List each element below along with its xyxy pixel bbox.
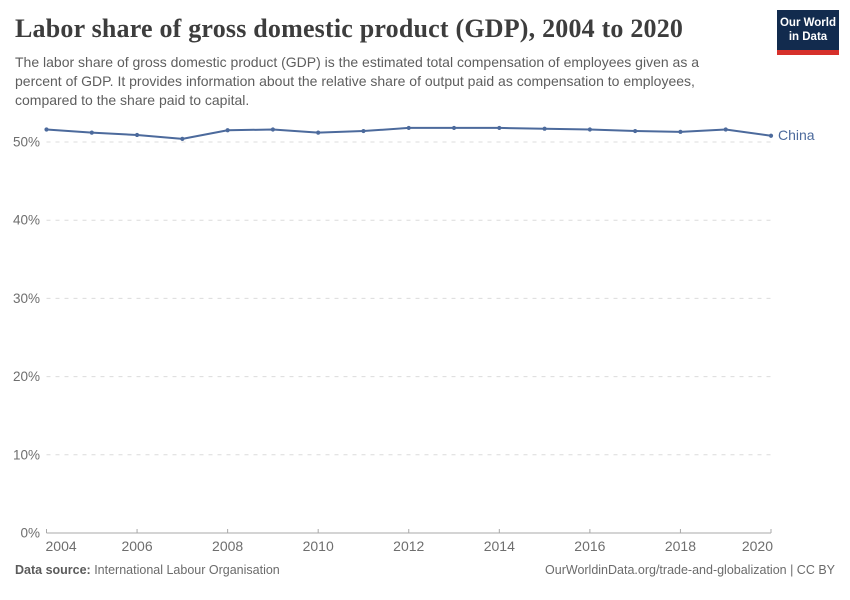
data-point bbox=[723, 127, 728, 132]
line-chart-svg: 0% 10% 20% 30% 40% 50% 2004 2006 2008 2010 2012 201… bbox=[13, 125, 815, 554]
data-point bbox=[270, 127, 276, 132]
owid-logo-box: Our World in Data bbox=[777, 10, 839, 50]
data-source-label: Data source: bbox=[15, 563, 91, 577]
data-point bbox=[678, 129, 683, 134]
x-axis-label: 2006 bbox=[121, 538, 152, 554]
data-point bbox=[451, 125, 457, 131]
data-point bbox=[497, 125, 502, 131]
x-axis-label: 2004 bbox=[46, 538, 77, 554]
y-axis-label: 50% bbox=[13, 135, 40, 150]
data-point bbox=[587, 127, 592, 132]
data-point bbox=[768, 133, 774, 138]
data-point bbox=[89, 130, 94, 135]
chart-subtitle: The labor share of gross domestic produc… bbox=[15, 53, 700, 109]
owid-logo: Our World in Data bbox=[777, 10, 839, 55]
x-axis-label: 2016 bbox=[574, 538, 605, 554]
x-axis-label: 2012 bbox=[393, 538, 424, 554]
data-point bbox=[316, 130, 321, 135]
x-axis-label: 2020 bbox=[742, 538, 773, 554]
chart-header: Labor share of gross domestic product (G… bbox=[15, 14, 755, 110]
data-point bbox=[44, 127, 49, 132]
owid-logo-stripe bbox=[777, 49, 839, 55]
chart-title: Labor share of gross domestic product (G… bbox=[15, 14, 684, 43]
data-point bbox=[180, 136, 185, 141]
y-axis-label: 10% bbox=[13, 447, 40, 462]
data-point bbox=[542, 126, 547, 131]
y-axis-label: 20% bbox=[13, 369, 40, 384]
x-axis-label: 2018 bbox=[665, 538, 696, 554]
owid-logo-line1: Our World bbox=[779, 17, 836, 29]
y-axis-label: 0% bbox=[20, 526, 40, 541]
footer-attribution: OurWorldinData.org/trade-and-globalizati… bbox=[545, 563, 835, 577]
data-source-value: International Labour Organisation bbox=[90, 563, 280, 577]
series-end-label-china: China bbox=[778, 127, 815, 143]
y-axis-label: 30% bbox=[13, 291, 40, 306]
data-point bbox=[361, 128, 366, 134]
x-axis-label: 2014 bbox=[484, 538, 515, 554]
x-axis-label: 2010 bbox=[303, 538, 334, 554]
data-point bbox=[633, 128, 638, 134]
chart-area: 0% 10% 20% 30% 40% 50% 2004 2006 2008 2010 2012 201… bbox=[0, 110, 850, 560]
data-point bbox=[406, 125, 411, 131]
data-source: Data source: International Labour Organi… bbox=[15, 563, 280, 577]
chart-footer: Data source: International Labour Organi… bbox=[15, 563, 835, 577]
x-axis-label: 2008 bbox=[212, 538, 243, 554]
data-point bbox=[225, 128, 230, 133]
y-axis-label: 40% bbox=[13, 213, 40, 228]
data-point bbox=[134, 132, 140, 138]
owid-logo-line2: in Data bbox=[788, 31, 828, 44]
